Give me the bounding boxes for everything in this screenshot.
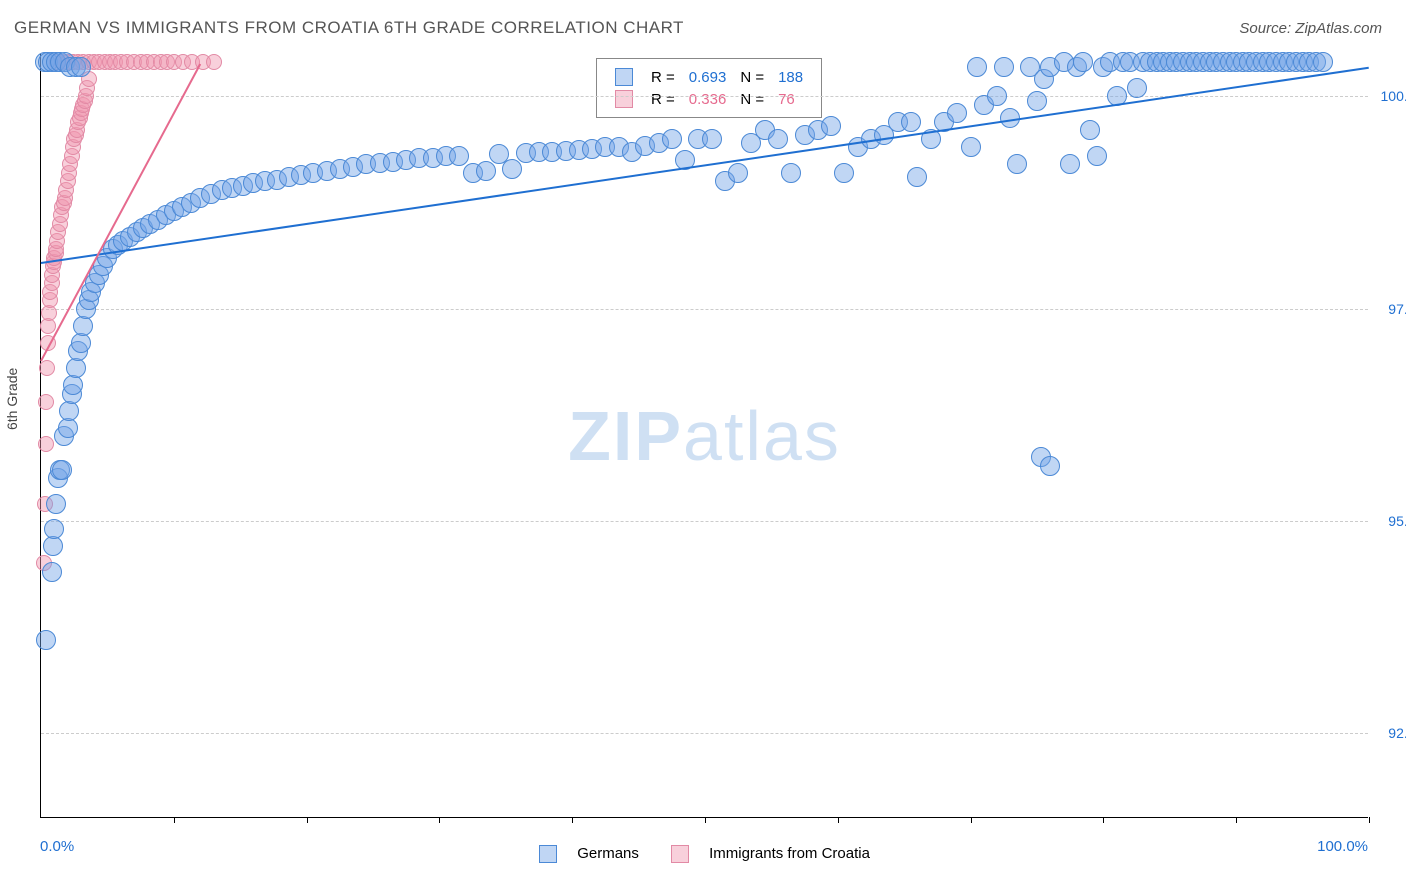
y-axis-label: 6th Grade: [4, 368, 20, 430]
datapoint-german: [1073, 52, 1093, 72]
datapoint-german: [66, 358, 86, 378]
datapoint-german: [781, 163, 801, 183]
datapoint-german: [1040, 456, 1060, 476]
y-tick-label: 100.0%: [1381, 88, 1406, 104]
watermark-bold: ZIP: [568, 397, 683, 475]
legend-n-value: 76: [772, 89, 809, 109]
datapoint-german: [1060, 154, 1080, 174]
datapoint-croatia: [39, 360, 55, 376]
legend-n-label: N =: [734, 89, 770, 109]
datapoint-german: [1007, 154, 1027, 174]
legend-swatch: [671, 845, 689, 863]
datapoint-german: [449, 146, 469, 166]
datapoint-german: [42, 562, 62, 582]
source-prefix: Source:: [1239, 20, 1295, 37]
datapoint-german: [987, 86, 1007, 106]
datapoint-german: [476, 161, 496, 181]
legend-label: Immigrants from Croatia: [709, 845, 870, 862]
watermark: ZIPatlas: [568, 396, 841, 476]
datapoint-german: [46, 494, 66, 514]
chart-title: GERMAN VS IMMIGRANTS FROM CROATIA 6TH GR…: [14, 18, 684, 38]
datapoint-croatia: [206, 54, 222, 70]
plot-area: ZIPatlas R =0.693N =188R =0.336N =76 Ger…: [40, 54, 1368, 818]
legend-swatch: [615, 90, 633, 108]
legend-swatch: [539, 845, 557, 863]
legend-n-value: 188: [772, 67, 809, 87]
datapoint-german: [821, 116, 841, 136]
x-tick: [307, 817, 308, 823]
legend-label: Germans: [577, 845, 639, 862]
source-attribution: Source: ZipAtlas.com: [1239, 20, 1382, 37]
datapoint-german: [44, 519, 64, 539]
datapoint-german: [1313, 52, 1333, 72]
legend-r-value: 0.336: [683, 89, 733, 109]
x-tick: [174, 817, 175, 823]
legend-r-label: R =: [645, 67, 681, 87]
datapoint-german: [71, 57, 91, 77]
gridline: [41, 733, 1368, 734]
gridline: [41, 309, 1368, 310]
legend-item: Germans: [531, 845, 647, 862]
datapoint-german: [1027, 91, 1047, 111]
datapoint-german: [907, 167, 927, 187]
datapoint-german: [702, 129, 722, 149]
datapoint-german: [1080, 120, 1100, 140]
x-tick: [439, 817, 440, 823]
datapoint-german: [1087, 146, 1107, 166]
legend-item: Immigrants from Croatia: [663, 845, 878, 862]
y-tick-label: 92.5%: [1388, 725, 1406, 741]
datapoint-german: [662, 129, 682, 149]
series-legend: Germans Immigrants from Croatia: [41, 845, 1368, 863]
x-tick: [971, 817, 972, 823]
datapoint-german: [63, 375, 83, 395]
x-axis-min-label: 0.0%: [40, 838, 74, 855]
legend-swatch: [615, 68, 633, 86]
x-axis-max-label: 100.0%: [1317, 838, 1368, 855]
x-tick: [1369, 817, 1370, 823]
legend-r-label: R =: [645, 89, 681, 109]
datapoint-german: [728, 163, 748, 183]
chart-root: GERMAN VS IMMIGRANTS FROM CROATIA 6TH GR…: [0, 0, 1406, 892]
datapoint-german: [59, 401, 79, 421]
datapoint-german: [994, 57, 1014, 77]
datapoint-german: [1127, 78, 1147, 98]
datapoint-german: [901, 112, 921, 132]
datapoint-german: [71, 333, 91, 353]
datapoint-croatia: [38, 394, 54, 410]
datapoint-german: [36, 630, 56, 650]
datapoint-german: [961, 137, 981, 157]
legend-r-value: 0.693: [683, 67, 733, 87]
datapoint-german: [967, 57, 987, 77]
correlation-legend: R =0.693N =188 R =0.336N =76: [596, 58, 822, 118]
legend-n-label: N =: [734, 67, 770, 87]
datapoint-croatia: [38, 436, 54, 452]
x-tick: [572, 817, 573, 823]
gridline: [41, 521, 1368, 522]
datapoint-german: [768, 129, 788, 149]
source-name: ZipAtlas.com: [1295, 20, 1382, 37]
datapoint-german: [52, 460, 72, 480]
x-tick: [1103, 817, 1104, 823]
x-tick: [705, 817, 706, 823]
datapoint-german: [73, 316, 93, 336]
datapoint-german: [834, 163, 854, 183]
datapoint-german: [947, 103, 967, 123]
watermark-rest: atlas: [683, 397, 841, 475]
x-tick: [838, 817, 839, 823]
y-tick-label: 95.0%: [1388, 513, 1406, 529]
y-tick-label: 97.5%: [1388, 301, 1406, 317]
x-tick: [1236, 817, 1237, 823]
